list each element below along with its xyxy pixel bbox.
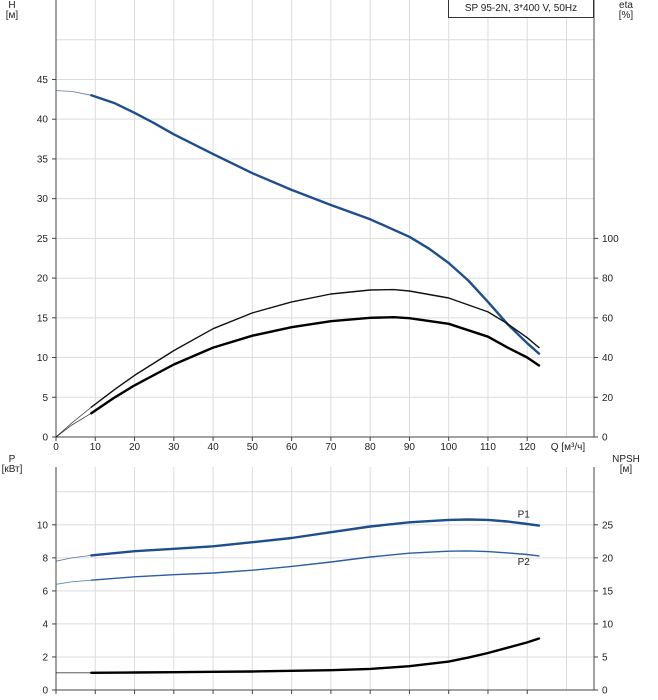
series-H-extension: [55, 90, 92, 96]
series-NPSH: [90, 637, 541, 674]
y-tick-label-right: 25: [602, 520, 614, 531]
series-P1: [90, 518, 541, 557]
y-tick-label-left: 0: [42, 433, 48, 444]
x-tick-label: 30: [168, 442, 180, 453]
y-tick-label-left: 10: [37, 520, 49, 531]
y-tick-label-left: 25: [37, 234, 49, 245]
series-eta_total: [90, 316, 541, 415]
x-tick-label: 10: [90, 442, 102, 453]
series-eta_total-extension: [55, 412, 92, 438]
x-tick-label: 20: [129, 442, 141, 453]
y-axis-unit-right: [м]: [620, 464, 633, 475]
series-eta_pump-extension: [55, 406, 92, 438]
grid: [55, 0, 594, 691]
y-axis-unit-right: [%]: [619, 10, 634, 21]
legend-box: SP 95-2N, 3*400 V, 50Hz: [448, 0, 594, 18]
y-tick-label-right: 0: [602, 433, 608, 444]
y-tick-label-right: 5: [602, 652, 608, 663]
axes: [52, 0, 598, 694]
series-P2: [90, 550, 540, 581]
x-tick-label: 40: [208, 442, 220, 453]
series-P2-extension: [55, 579, 92, 585]
x-axis-label: Q [м³/ч]: [551, 442, 586, 453]
x-tick-label: 60: [286, 442, 298, 453]
y-axis-label-left: P: [9, 454, 16, 465]
y-tick-label-left: 6: [42, 586, 48, 597]
x-tick-label: 50: [247, 442, 259, 453]
x-tick-label: 120: [519, 442, 536, 453]
x-tick-label: 80: [365, 442, 377, 453]
x-tick-label: 70: [325, 442, 337, 453]
y-tick-label-left: 45: [37, 75, 49, 86]
y-axis-unit-left: [м]: [6, 10, 19, 21]
y-tick-label-left: 20: [37, 274, 49, 285]
y-tick-label-left: 15: [37, 313, 49, 324]
y-tick-label-right: 40: [602, 353, 614, 364]
series-eta_pump: [90, 288, 540, 408]
series-H: [90, 94, 541, 355]
y-tick-label-left: 40: [37, 115, 49, 126]
x-tick-label: 110: [480, 442, 496, 453]
y-tick-label-left: 30: [37, 194, 49, 205]
y-axis-unit-left: [кВт]: [2, 464, 23, 475]
y-tick-label-left: 8: [42, 553, 48, 564]
y-axis-label-left: H: [8, 0, 15, 11]
x-tick-label: 0: [53, 442, 59, 453]
y-tick-label-right: 100: [602, 234, 619, 245]
y-tick-label-right: 60: [602, 313, 614, 324]
y-tick-label-left: 10: [37, 353, 49, 364]
series-P1-extension: [55, 555, 92, 562]
y-tick-label-right: 0: [602, 686, 608, 697]
x-tick-label: 100: [440, 442, 457, 453]
series: [55, 90, 541, 674]
y-tick-label-right: 80: [602, 274, 614, 285]
y-tick-label-right: 15: [602, 586, 614, 597]
y-tick-label-left: 5: [42, 393, 48, 404]
y-tick-label-left: 0: [42, 686, 48, 697]
y-tick-label-left: 2: [42, 652, 48, 663]
y-tick-label-right: 20: [602, 393, 614, 404]
y-tick-label-right: 10: [602, 619, 614, 630]
y-tick-label-left: 35: [37, 154, 49, 165]
y-axis-label-right: NPSH: [612, 454, 640, 465]
y-tick-label-right: 20: [602, 553, 614, 564]
y-axis-label-right: eta: [619, 0, 633, 11]
series-label-P2: P2: [518, 557, 531, 568]
series-label-P1: P1: [518, 510, 531, 521]
x-tick-label: 90: [404, 442, 416, 453]
y-tick-label-left: 4: [42, 619, 48, 630]
